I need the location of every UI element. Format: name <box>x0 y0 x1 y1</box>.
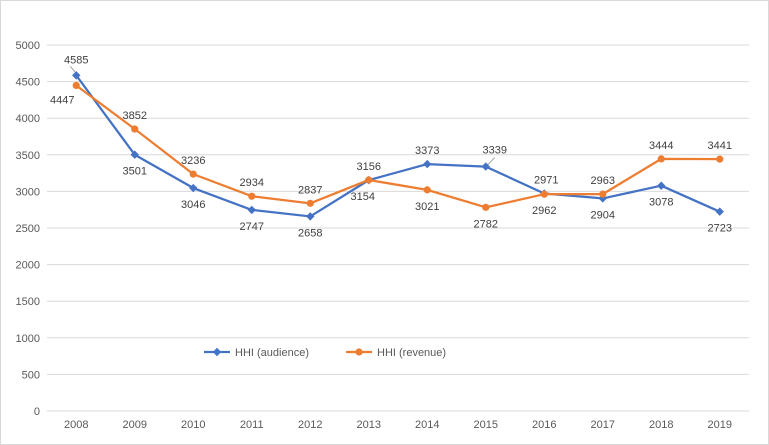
marker-diamond-icon <box>306 212 315 221</box>
x-axis-tick-label: 2012 <box>298 419 322 431</box>
x-axis-tick-label: 2016 <box>532 419 556 431</box>
series-line-1 <box>75 84 721 209</box>
marker-diamond-icon <box>130 150 139 159</box>
data-label: 4585 <box>64 54 88 66</box>
data-label: 3236 <box>181 155 205 167</box>
x-axis-tick-label: 2019 <box>708 419 732 431</box>
x-axis-tick-label: 2013 <box>357 419 381 431</box>
marker-circle-icon <box>365 176 373 184</box>
data-label: 3339 <box>483 145 507 157</box>
data-label: 2747 <box>240 221 264 233</box>
marker-diamond-icon <box>72 71 81 80</box>
data-label: 2658 <box>298 227 322 239</box>
marker-diamond-icon <box>247 205 256 215</box>
data-label: 2837 <box>298 184 322 196</box>
legend-item-1[interactable]: HHI (revenue) <box>346 347 446 359</box>
data-label: 3078 <box>649 197 673 209</box>
marker-circle-icon <box>306 199 314 207</box>
legend-label: HHI (revenue) <box>377 347 446 359</box>
y-axis-tick-label: 4500 <box>16 77 40 89</box>
data-label: 2934 <box>240 177 264 189</box>
data-label: 2904 <box>591 209 615 221</box>
data-label: 2962 <box>532 205 556 217</box>
marker-diamond-icon <box>715 207 724 216</box>
marker-diamond-icon <box>657 181 666 190</box>
x-axis-tick-label: 2011 <box>240 419 264 431</box>
data-label: 2723 <box>708 223 732 235</box>
y-axis-tick-label: 3000 <box>16 186 40 198</box>
data-label: 3441 <box>708 140 732 152</box>
x-axis-tick-label: 2010 <box>181 419 205 431</box>
marker-diamond-icon <box>189 183 198 193</box>
x-axis-tick-label: 2009 <box>123 419 147 431</box>
x-axis-tick-label: 2008 <box>64 419 88 431</box>
data-label: 3046 <box>181 199 205 211</box>
marker-diamond-icon <box>423 159 432 169</box>
data-label: 3444 <box>649 140 673 152</box>
marker-circle-icon <box>482 203 490 211</box>
data-label: 4447 <box>50 94 74 106</box>
y-axis-tick-label: 500 <box>22 369 40 381</box>
data-label: 3021 <box>415 201 439 213</box>
series-line-0 <box>75 74 721 218</box>
legend-item-0[interactable]: HHI (audience) <box>204 347 309 359</box>
y-axis-tick-label: 1500 <box>16 296 40 308</box>
x-axis-tick-label: 2014 <box>415 419 439 431</box>
x-axis-tick-label: 2015 <box>474 419 498 431</box>
y-axis-tick-label: 2500 <box>16 223 40 235</box>
data-label: 3154 <box>351 191 375 203</box>
y-axis-tick-label: 1000 <box>16 333 40 345</box>
marker-diamond-icon <box>481 162 490 171</box>
marker-circle-icon <box>657 155 665 163</box>
data-label: 3373 <box>415 145 439 157</box>
y-axis-tick-label: 2000 <box>16 260 40 272</box>
legend-marker-circle-icon <box>355 348 363 356</box>
data-label: 2782 <box>474 218 498 230</box>
marker-circle-icon <box>540 190 548 198</box>
data-label: 3156 <box>357 161 381 173</box>
marker-circle-icon <box>72 81 80 90</box>
x-axis-tick-label: 2017 <box>591 419 615 431</box>
marker-circle-icon <box>131 125 139 133</box>
legend-label: HHI (audience) <box>235 347 309 359</box>
marker-circle-icon <box>189 170 197 178</box>
data-label: 3501 <box>123 166 147 178</box>
marker-circle-icon <box>716 155 724 163</box>
legend-marker-diamond-icon <box>212 347 222 357</box>
data-label: 2963 <box>591 175 615 187</box>
data-label: 2971 <box>534 175 558 187</box>
data-label: 3852 <box>123 110 147 122</box>
y-axis-tick-label: 4000 <box>16 113 40 125</box>
marker-circle-icon <box>599 190 607 198</box>
marker-circle-icon <box>248 192 256 200</box>
y-axis-tick-label: 0 <box>34 406 40 418</box>
data-label-leader-line <box>487 157 496 165</box>
x-axis-tick-label: 2018 <box>649 419 673 431</box>
marker-circle-icon <box>423 186 431 194</box>
y-axis-tick-label: 5000 <box>16 40 40 52</box>
y-axis-tick-label: 3500 <box>16 150 40 162</box>
